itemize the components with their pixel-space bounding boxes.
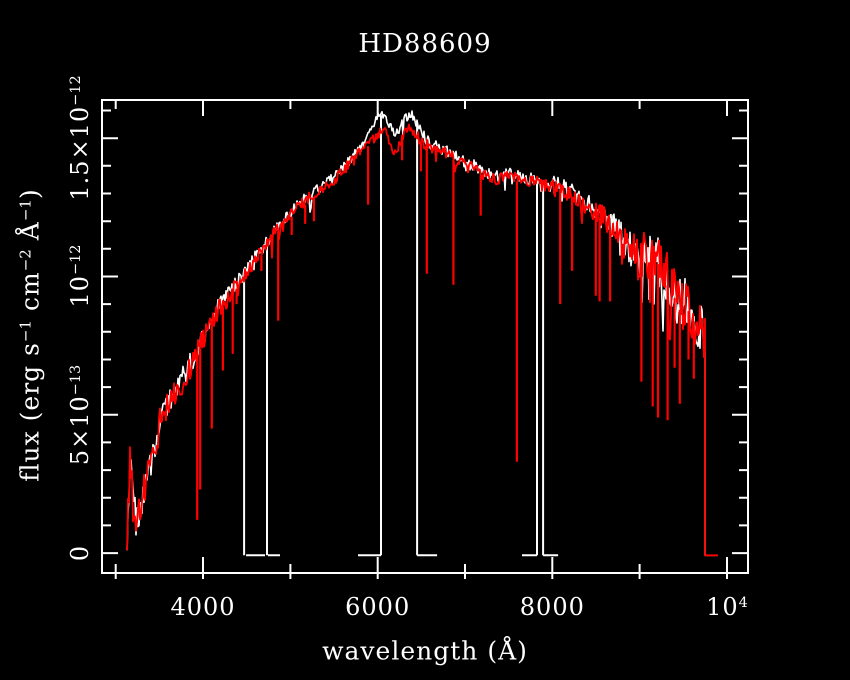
x-tick-label: 8000 xyxy=(519,593,585,621)
y-axis-label-text: ) xyxy=(15,188,45,200)
y-axis-label-text: Å xyxy=(15,221,45,250)
y-axis-label-exp: −1 xyxy=(16,199,35,222)
absorption-lines xyxy=(196,140,695,520)
spectrum-red-trace xyxy=(126,123,718,557)
y-axis-label-text: cm xyxy=(15,271,45,320)
page-title: HD88609 xyxy=(358,29,492,59)
y-tick-label: 5×10−13 xyxy=(66,364,94,465)
order-gap-lines xyxy=(243,115,559,557)
spectrum-white-trace xyxy=(126,110,717,557)
x-tick-label: 6000 xyxy=(345,593,411,621)
x-tick-label: 104 xyxy=(706,593,748,621)
y-tick-label: 10−12 xyxy=(66,245,94,308)
x-axis-label: wavelength (Å) xyxy=(322,637,528,666)
y-axis-label-exp: −2 xyxy=(16,249,35,272)
y-axis-label: flux (erg s−1 cm−2 Å−1) xyxy=(16,188,45,482)
x-axis-label-text: wavelength (Å) xyxy=(322,636,528,666)
y-tick-label: 0 xyxy=(66,544,94,562)
y-axis-label-text: flux (erg s xyxy=(15,342,45,482)
axes-frame xyxy=(101,99,749,574)
y-axis-label-exp: −1 xyxy=(16,319,35,343)
y-tick-label: 1.5×10−12 xyxy=(66,75,94,201)
axis-ticks xyxy=(103,101,747,579)
x-tick-label: 4000 xyxy=(170,593,236,621)
